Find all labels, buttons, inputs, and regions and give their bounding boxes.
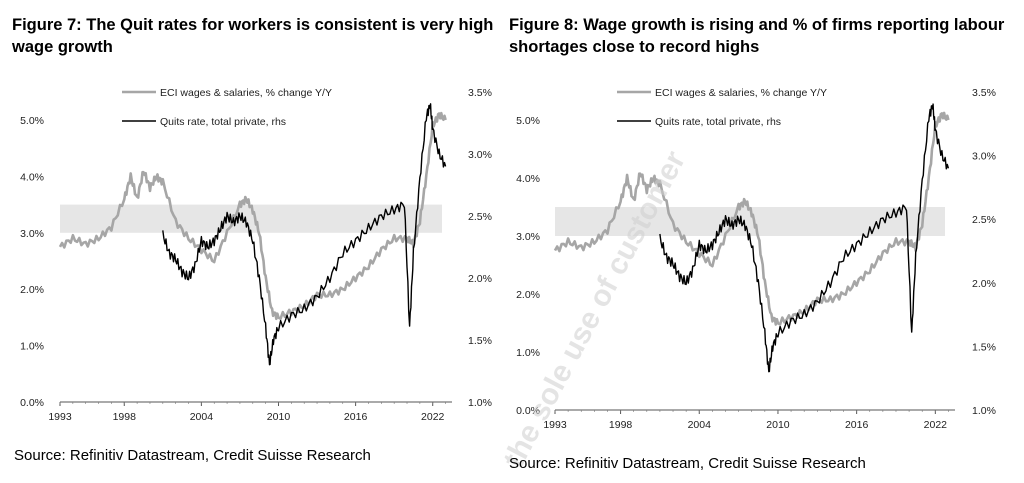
y-left-tick-label: 1.0% bbox=[516, 347, 540, 359]
y-right-tick-label: 3.5% bbox=[468, 87, 492, 99]
y-left-tick-label: 5.0% bbox=[20, 115, 44, 127]
y-left-tick-label: 4.0% bbox=[516, 173, 540, 185]
x-tick-label: 2004 bbox=[190, 411, 214, 423]
figure-7-source: Source: Refinitiv Datastream, Credit Sui… bbox=[14, 447, 371, 464]
chart-1: 1993 1998 2004 2010 2016 2022 0.0% 1.0% 2.0% 3.0%… bbox=[20, 87, 492, 423]
x-tick-label: 1998 bbox=[113, 411, 137, 423]
series-line-eci-wages bbox=[553, 111, 950, 326]
y-right-tick-label: 3.5% bbox=[972, 87, 996, 99]
y-left-tick-label: 2.0% bbox=[516, 289, 540, 301]
series-line-quits-rate bbox=[659, 103, 950, 373]
y-right-tick-label: 2.5% bbox=[468, 211, 492, 223]
x-tick-label: 1993 bbox=[543, 419, 567, 431]
y-right-tick-label: 3.0% bbox=[972, 151, 996, 163]
chart-2: 1993 1998 2004 2010 2016 2022 0.0% 1.0% 2.0% 3.0%… bbox=[516, 87, 996, 431]
legend-label: ECI wages & salaries, % change Y/Y bbox=[160, 87, 332, 99]
legend-label: ECI wages & salaries, % change Y/Y bbox=[655, 87, 827, 99]
y-right-tick-label: 3.0% bbox=[468, 149, 492, 161]
y-right-tick-label: 2.5% bbox=[972, 214, 996, 226]
x-tick-label: 2022 bbox=[924, 419, 948, 431]
y-left-tick-label: 3.0% bbox=[516, 231, 540, 243]
y-left-tick-label: 1.0% bbox=[20, 341, 44, 353]
y-left-tick-label: 2.0% bbox=[20, 284, 44, 296]
y-right-tick-label: 1.0% bbox=[972, 405, 996, 417]
figure-8-title: Figure 8: Wage growth is rising and % of… bbox=[509, 16, 1005, 56]
watermark-text: the sole use of customer bbox=[497, 145, 692, 473]
series-line-quits-rate bbox=[162, 103, 447, 366]
x-tick-label: 2004 bbox=[688, 419, 712, 431]
y-left-tick-label: 4.0% bbox=[20, 171, 44, 183]
y-right-tick-label: 2.0% bbox=[468, 273, 492, 285]
y-left-tick-label: 0.0% bbox=[516, 405, 540, 417]
series-line-eci-wages bbox=[58, 111, 447, 321]
figure-8-source: Source: Refinitiv Datastream, Credit Sui… bbox=[509, 455, 866, 472]
figure-7-title: Figure 7: The Quit rates for workers is … bbox=[12, 16, 494, 56]
x-tick-label: 1993 bbox=[48, 411, 72, 423]
y-right-tick-label: 2.0% bbox=[972, 278, 996, 290]
y-left-tick-label: 3.0% bbox=[20, 228, 44, 240]
legend-label: Quits rate, total private, rhs bbox=[655, 116, 781, 128]
y-right-tick-label: 1.0% bbox=[468, 397, 492, 409]
legend-label: Quits rate, total private, rhs bbox=[160, 116, 286, 128]
x-tick-label: 2016 bbox=[344, 411, 368, 423]
x-tick-label: 2016 bbox=[845, 419, 869, 431]
x-tick-label: 2022 bbox=[421, 411, 445, 423]
y-left-tick-label: 5.0% bbox=[516, 115, 540, 127]
y-right-tick-label: 1.5% bbox=[972, 341, 996, 353]
y-left-tick-label: 0.0% bbox=[20, 397, 44, 409]
x-tick-label: 2010 bbox=[766, 419, 790, 431]
x-tick-label: 1998 bbox=[609, 419, 633, 431]
x-tick-label: 2010 bbox=[267, 411, 291, 423]
y-right-tick-label: 1.5% bbox=[468, 335, 492, 347]
